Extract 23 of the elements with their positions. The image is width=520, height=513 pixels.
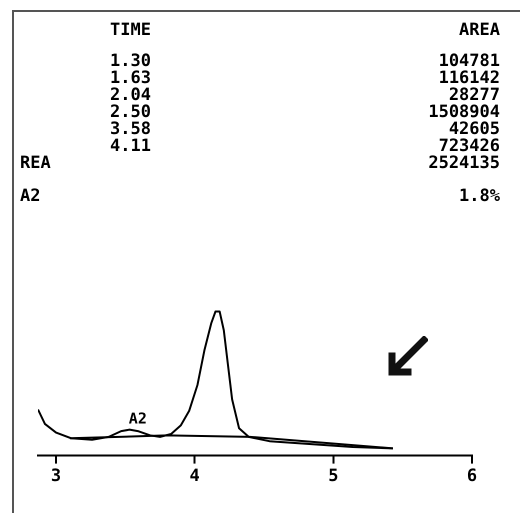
text: 1.63 <box>110 68 151 88</box>
text: 723426 <box>438 136 500 156</box>
text: TIME <box>110 20 151 40</box>
text: A2 <box>20 186 40 206</box>
text: 28277 <box>448 85 500 105</box>
text: 1.8% <box>459 186 500 206</box>
text: 2524135 <box>428 153 500 173</box>
x-tick-label: 4 <box>190 466 200 486</box>
text: 116142 <box>438 68 500 88</box>
annotation: A2 <box>128 410 147 428</box>
text: 3.58 <box>110 119 151 139</box>
x-tick-label: 3 <box>50 466 62 486</box>
text: 2.04 <box>110 85 151 105</box>
text: 1508904 <box>428 102 500 122</box>
text: 2.50 <box>110 102 151 122</box>
text: 104781 <box>438 51 500 71</box>
text: REA <box>20 153 51 173</box>
x-tick-label: 5 <box>328 466 338 486</box>
text: 42605 <box>448 119 500 139</box>
x-tick-label: 6 <box>466 466 478 486</box>
text: 4.11 <box>110 136 151 156</box>
text: 1.30 <box>110 51 151 71</box>
text: AREA <box>459 20 500 40</box>
